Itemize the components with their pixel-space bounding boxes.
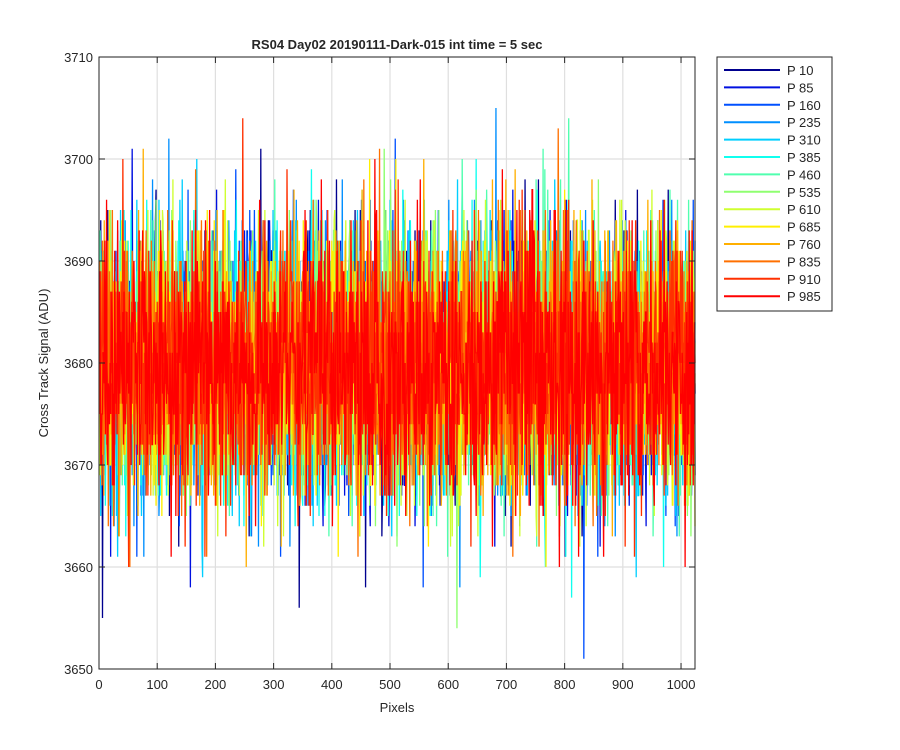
- chart-title: RS04 Day02 20190111-Dark-015 int time = …: [252, 37, 543, 52]
- legend-label: P 685: [787, 220, 821, 235]
- y-axis-label: Cross Track Signal (ADU): [36, 289, 51, 438]
- y-tick-label: 3650: [64, 662, 93, 677]
- x-tick-label: 200: [205, 677, 227, 692]
- y-tick-label: 3710: [64, 50, 93, 65]
- legend-label: P 910: [787, 272, 821, 287]
- y-tick-label: 3700: [64, 152, 93, 167]
- x-axis-label: Pixels: [380, 700, 415, 715]
- legend-box: [716, 56, 833, 312]
- x-tick-label: 800: [554, 677, 576, 692]
- y-tick-label: 3690: [64, 254, 93, 269]
- legend-label: P 535: [787, 185, 821, 200]
- x-tick-label: 700: [496, 677, 518, 692]
- legend-label: P 310: [787, 133, 821, 148]
- x-tick-label: 100: [146, 677, 168, 692]
- x-tick-label: 500: [379, 677, 401, 692]
- y-tick-label: 3660: [64, 560, 93, 575]
- legend-label: P 85: [787, 80, 814, 95]
- legend-label: P 10: [787, 63, 814, 78]
- series-line: [98, 158, 696, 568]
- legend-label: P 160: [787, 98, 821, 113]
- legend-label: P 760: [787, 237, 821, 252]
- x-tick-label: 0: [95, 677, 102, 692]
- y-tick-label: 3670: [64, 458, 93, 473]
- axis-ticks: 0 100 200 300 400 500 600 700 800 900 1000 3650 3660…: [64, 50, 695, 692]
- legend-label: P 460: [787, 167, 821, 182]
- x-tick-label: 600: [437, 677, 459, 692]
- legend-label: P 235: [787, 115, 821, 130]
- x-tick-label: 1000: [667, 677, 696, 692]
- x-tick-label: 400: [321, 677, 343, 692]
- legend: P 10 P 85 P 160 P 235 P 310 P 385 P 460 P 535 P …: [716, 56, 833, 312]
- legend-label: P 385: [787, 150, 821, 165]
- x-tick-label: 300: [263, 677, 285, 692]
- legend-label: P 985: [787, 289, 821, 304]
- legend-label: P 610: [787, 202, 821, 217]
- plot-area: 0 100 200 300 400 500 600 700 800 900 1000 3650 3660…: [64, 50, 696, 692]
- series-lines: [98, 107, 696, 659]
- x-tick-label: 900: [612, 677, 634, 692]
- legend-label: P 835: [787, 254, 821, 269]
- y-tick-label: 3680: [64, 356, 93, 371]
